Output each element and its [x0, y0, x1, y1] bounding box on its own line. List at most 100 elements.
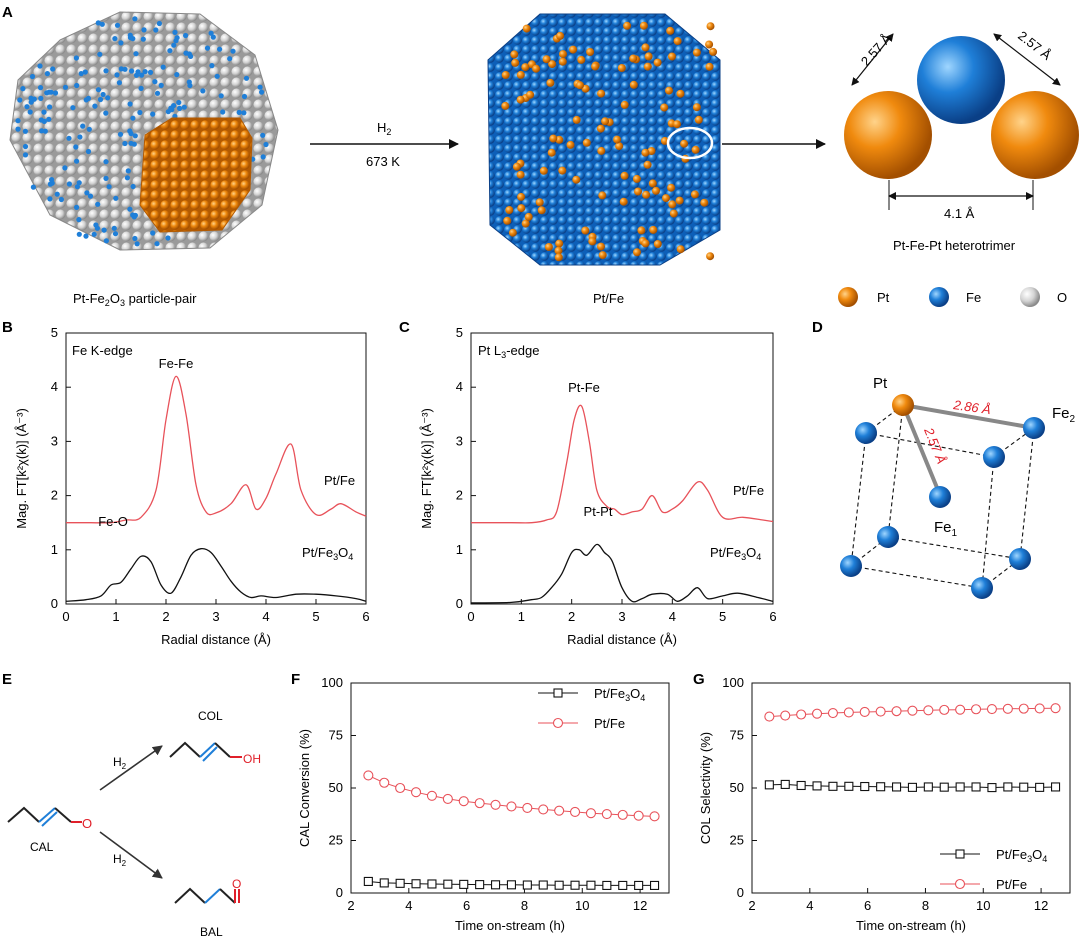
arrow-h2-label: H2 — [377, 120, 391, 137]
d-fe1-label: Fe1 — [934, 519, 958, 539]
pt-dot — [653, 240, 662, 248]
pt-dot — [576, 81, 584, 90]
bal-molecule — [174, 887, 240, 904]
data-point-square — [891, 782, 902, 792]
pt-dot — [694, 115, 703, 124]
fe-dot — [49, 177, 55, 183]
fe-dot — [95, 201, 101, 207]
data-point-circle — [395, 782, 406, 794]
x-tick-label: 4 — [669, 609, 676, 624]
pt-dot — [647, 147, 656, 155]
data-point-circle — [859, 706, 870, 718]
fe-dot — [122, 140, 128, 147]
data-point-square — [634, 880, 644, 890]
middle-particle-caption: Pt/Fe — [593, 291, 624, 306]
pt-dot — [516, 170, 525, 179]
y-tick-label: 0 — [456, 596, 463, 611]
arrow-to-col — [99, 745, 163, 791]
fe-dot — [29, 73, 36, 80]
x-axis-label: Time on-stream (h) — [455, 918, 565, 933]
x-tick-label: 2 — [162, 609, 169, 624]
data-point-square — [395, 878, 405, 888]
pt-dot — [641, 239, 650, 248]
pt-dot — [643, 62, 652, 71]
pt-dot — [601, 117, 610, 126]
data-point-circle — [955, 704, 966, 715]
x-tick-label: 8 — [922, 898, 929, 913]
legend-label: Pt/Fe — [996, 877, 1027, 892]
x-tick-label: 12 — [633, 898, 647, 913]
data-point-square — [955, 782, 965, 792]
pt-dot — [706, 252, 715, 261]
dimension-left — [851, 33, 894, 86]
fe-dot — [37, 85, 44, 91]
fe-dot — [38, 95, 44, 101]
pt-dot — [692, 103, 701, 112]
pt-dot — [548, 60, 557, 69]
pt-dot — [613, 135, 622, 144]
pt-dot — [537, 206, 546, 215]
col-molecule — [169, 741, 242, 762]
pt-dot — [709, 47, 718, 56]
pt-dot — [669, 209, 678, 218]
pt-dot — [522, 24, 531, 33]
fe-dot — [200, 88, 206, 94]
pt-dot — [643, 160, 652, 169]
trimer-highlight-ellipse — [666, 126, 714, 160]
series-line-pt-fe — [470, 404, 774, 524]
fe-dot — [130, 183, 136, 190]
pt-dot — [691, 145, 700, 154]
fe-dot — [154, 90, 161, 96]
x-tick-label: 1 — [518, 609, 525, 624]
pt-dot — [666, 26, 675, 35]
data-point-circle — [1002, 703, 1013, 714]
data-point-square — [443, 879, 453, 889]
fe1-atom — [929, 486, 951, 508]
data-point-circle — [585, 808, 596, 819]
pt-dot — [542, 55, 551, 64]
left-particle-caption: Pt-Fe2O3 particle-pair — [73, 291, 197, 308]
fe-dot — [263, 141, 269, 148]
pt-fe2o3-particle-image — [9, 11, 279, 251]
pt-dot — [620, 171, 629, 180]
fe-dot — [139, 72, 145, 78]
fe-dot — [17, 97, 23, 103]
y-tick-label: 75 — [730, 728, 744, 743]
fe-dot — [204, 45, 211, 51]
pt-atom-dots — [501, 21, 718, 262]
y-tick-label: 3 — [456, 433, 463, 448]
fe-dot — [165, 235, 171, 241]
fe-dot — [241, 110, 247, 116]
fe-dot — [127, 128, 133, 134]
data-point-circle — [474, 798, 485, 809]
data-point-square — [586, 880, 596, 890]
fe-dot — [132, 16, 138, 22]
fe-dot — [220, 109, 226, 115]
panel-letter-f: F — [291, 671, 300, 688]
fe-dot — [113, 195, 119, 201]
x-tick-label: 3 — [212, 609, 219, 624]
data-point-square — [522, 880, 532, 890]
legend-marker — [954, 878, 966, 890]
chart-g-col-selectivity: 2 4 6 8 10 12 0 25 50 75 100 COL Selectivity (%) Tim… — [698, 675, 1071, 933]
fe-dot — [171, 103, 177, 109]
pt-dot — [642, 190, 651, 199]
pt-dot — [675, 196, 684, 205]
fe-dot — [70, 105, 76, 111]
chart-f-cal-conversion: 2 4 6 8 10 12 0 25 50 75 100 CAL Conversion (%) Time… — [297, 675, 670, 933]
x-tick-label: 6 — [463, 898, 470, 913]
fe-dot — [172, 29, 178, 35]
fe-dot — [183, 32, 189, 39]
fe-dot — [38, 117, 44, 123]
fe-dot — [74, 184, 80, 190]
fe-dot — [20, 86, 26, 92]
fe-dot — [127, 35, 134, 41]
fe-dot — [230, 48, 236, 54]
data-point-square — [907, 782, 917, 792]
pt-dot — [554, 246, 563, 255]
fe-dot — [210, 34, 216, 40]
fe-dot — [15, 118, 21, 124]
pt-dot — [673, 37, 682, 46]
fe-dot — [44, 71, 51, 77]
